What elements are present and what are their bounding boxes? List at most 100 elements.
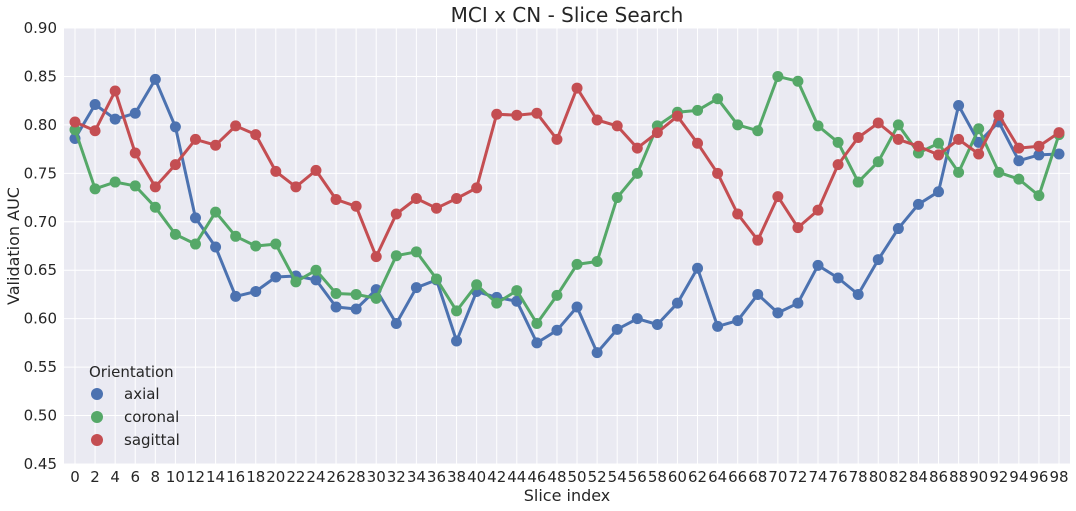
data-point-coronal	[611, 192, 623, 204]
data-point-axial	[551, 324, 563, 336]
data-point-coronal	[812, 120, 824, 132]
data-point-axial	[933, 186, 945, 198]
y-tick-labels: 0.45 0.50 0.55 0.60 0.65 0.70 0.75 0.80 0.85 0.90	[24, 19, 57, 473]
data-point-coronal	[451, 305, 463, 317]
x-tick-label: 22	[286, 468, 305, 486]
x-tick-label: 28	[347, 468, 366, 486]
x-tick-label: 96	[1029, 468, 1048, 486]
x-tick-label: 44	[507, 468, 526, 486]
x-tick-label: 70	[768, 468, 787, 486]
data-point-coronal	[330, 287, 342, 299]
x-tick-label: 76	[829, 468, 848, 486]
x-axis-label: Slice index	[524, 486, 611, 505]
x-tick-label: 64	[708, 468, 727, 486]
data-point-axial	[149, 73, 161, 85]
data-point-sagittal	[230, 120, 242, 132]
data-point-sagittal	[651, 127, 663, 139]
data-point-axial	[692, 262, 704, 274]
data-point-sagittal	[892, 133, 904, 145]
x-tick-label: 46	[527, 468, 546, 486]
data-point-coronal	[953, 166, 965, 178]
x-tick-label: 12	[186, 468, 205, 486]
y-tick-label: 0.75	[24, 164, 57, 182]
chart-title: MCI x CN - Slice Search	[451, 3, 684, 27]
data-point-coronal	[712, 93, 724, 105]
y-axis-label: Validation AUC	[4, 187, 23, 305]
data-point-sagittal	[169, 159, 181, 171]
legend-title: Orientation	[89, 363, 174, 381]
data-point-axial	[892, 223, 904, 235]
data-point-coronal	[511, 285, 523, 297]
data-point-sagittal	[611, 120, 623, 132]
data-point-axial	[390, 318, 402, 330]
data-point-axial	[1033, 149, 1045, 161]
data-point-axial	[210, 241, 222, 253]
x-tick-label: 36	[427, 468, 446, 486]
x-tick-label: 26	[327, 468, 346, 486]
data-point-sagittal	[69, 116, 81, 128]
legend-marker	[91, 411, 103, 423]
data-point-coronal	[872, 156, 884, 168]
x-tick-label: 98	[1049, 468, 1068, 486]
series-coronal	[69, 70, 1065, 330]
x-tick-label: 48	[547, 468, 566, 486]
data-point-axial	[109, 113, 121, 125]
data-point-axial	[310, 274, 322, 286]
legend-label: axial	[124, 385, 160, 403]
data-point-axial	[571, 301, 583, 313]
data-point-sagittal	[189, 133, 201, 145]
data-point-sagittal	[109, 85, 121, 97]
data-point-coronal	[1013, 173, 1025, 185]
data-point-coronal	[973, 123, 985, 135]
data-point-coronal	[792, 75, 804, 87]
x-tick-label: 68	[748, 468, 767, 486]
data-point-axial	[912, 198, 924, 210]
x-tick-label: 6	[130, 468, 140, 486]
x-tick-label: 30	[367, 468, 386, 486]
x-tick-label: 24	[306, 468, 325, 486]
data-point-axial	[953, 100, 965, 112]
data-point-sagittal	[591, 114, 603, 126]
data-point-axial	[792, 297, 804, 309]
x-tick-label: 0	[70, 468, 80, 486]
data-point-coronal	[571, 258, 583, 270]
data-point-sagittal	[551, 133, 563, 145]
x-tick-label: 56	[628, 468, 647, 486]
x-tick-label: 62	[688, 468, 707, 486]
data-point-axial	[410, 282, 422, 294]
x-tick-label: 72	[788, 468, 807, 486]
data-point-axial	[812, 259, 824, 271]
data-point-sagittal	[933, 149, 945, 161]
data-point-axial	[250, 286, 262, 298]
data-point-sagittal	[692, 137, 704, 149]
y-tick-label: 0.45	[24, 455, 57, 473]
data-point-coronal	[430, 273, 442, 285]
legend-label: sagittal	[124, 431, 180, 449]
x-tick-label: 42	[487, 468, 506, 486]
series-axial	[69, 73, 1065, 359]
data-point-sagittal	[430, 202, 442, 214]
data-point-coronal	[410, 246, 422, 258]
data-point-sagittal	[350, 200, 362, 212]
data-point-coronal	[270, 238, 282, 250]
data-point-axial	[531, 337, 543, 349]
data-point-coronal	[631, 167, 643, 179]
data-point-axial	[1053, 148, 1065, 160]
y-tick-label: 0.55	[24, 358, 57, 376]
data-point-axial	[189, 212, 201, 224]
x-tick-label: 2	[90, 468, 100, 486]
data-point-sagittal	[993, 109, 1005, 121]
data-point-coronal	[210, 206, 222, 218]
data-point-coronal	[129, 180, 141, 192]
data-point-axial	[852, 288, 864, 300]
x-tick-label: 82	[889, 468, 908, 486]
data-point-sagittal	[270, 165, 282, 177]
x-tick-label: 52	[588, 468, 607, 486]
data-point-coronal	[149, 201, 161, 213]
x-tick-label: 20	[266, 468, 285, 486]
data-point-axial	[129, 107, 141, 119]
legend: Orientation axial coronal sagittal	[89, 363, 180, 449]
data-point-coronal	[772, 70, 784, 82]
data-point-sagittal	[812, 204, 824, 216]
